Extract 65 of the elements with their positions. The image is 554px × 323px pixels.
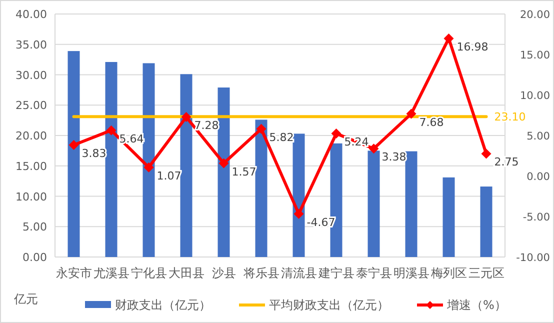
x-tick-label: 宁化县 bbox=[130, 266, 167, 280]
y-tick-label: 0.00 bbox=[22, 251, 47, 264]
bar bbox=[105, 62, 118, 257]
bar bbox=[442, 177, 455, 257]
point bbox=[294, 208, 304, 219]
bar bbox=[480, 186, 492, 257]
y-tick-label: 30.00 bbox=[16, 68, 47, 82]
y-tick-label: 25.00 bbox=[16, 99, 47, 112]
bar bbox=[292, 134, 305, 257]
point bbox=[256, 124, 266, 134]
x-tick-label: 大田县 bbox=[168, 266, 204, 280]
x-tick-label: 明溪县 bbox=[393, 266, 430, 280]
x-tick-label: 永安市 bbox=[56, 266, 92, 280]
point bbox=[406, 108, 416, 119]
bar bbox=[142, 63, 155, 257]
point bbox=[218, 158, 229, 168]
point bbox=[444, 33, 454, 44]
y-tick-label: 35.00 bbox=[16, 38, 47, 52]
bar bbox=[405, 151, 418, 257]
y2-tick-label: -10.00 bbox=[516, 252, 550, 264]
point bbox=[481, 148, 492, 159]
y-tick-label: 20.00 bbox=[16, 130, 47, 142]
bar bbox=[368, 150, 380, 257]
data-label: 7.28 bbox=[194, 119, 219, 132]
data-label: 3.38 bbox=[382, 150, 406, 164]
y2-tick-label: 0.00 bbox=[526, 171, 550, 183]
y-tick-label: 40.00 bbox=[16, 8, 47, 21]
legend-label: 增速（%） bbox=[446, 298, 506, 312]
point bbox=[181, 112, 192, 122]
x-tick-label: 三元区 bbox=[468, 266, 504, 280]
data-label: 2.75 bbox=[494, 156, 519, 169]
x-tick-label: 建宁县 bbox=[317, 266, 354, 280]
legend-label: 平均财政支出（亿元） bbox=[269, 298, 389, 312]
x-tick-label: 尤溪县 bbox=[93, 266, 130, 280]
bar bbox=[255, 120, 268, 257]
point bbox=[331, 128, 342, 139]
data-label: 3.83 bbox=[82, 146, 106, 160]
y-tick-label: 10.00 bbox=[16, 190, 47, 204]
data-label: 7.68 bbox=[419, 116, 444, 129]
data-label: 5.82 bbox=[269, 130, 294, 144]
bar bbox=[218, 88, 230, 257]
y2-tick-label: -5.00 bbox=[522, 212, 550, 224]
point bbox=[368, 144, 379, 154]
x-tick-label: 清流县 bbox=[280, 266, 317, 280]
data-label: 1.57 bbox=[232, 165, 256, 178]
x-tick-label: 梅列区 bbox=[430, 266, 467, 280]
x-tick-label: 将乐县 bbox=[242, 266, 280, 280]
x-tick-label: 泰宁县 bbox=[356, 266, 392, 280]
bar bbox=[68, 51, 80, 257]
y2-tick-label: 20.00 bbox=[520, 9, 550, 21]
x-tick-label: 沙县 bbox=[212, 266, 236, 280]
y2-tick-label: 5.00 bbox=[526, 130, 550, 142]
legend-label: 财政支出（亿元） bbox=[115, 298, 211, 312]
y-tick-label: 5.00 bbox=[22, 220, 47, 234]
y-tick-label: 15.00 bbox=[16, 160, 47, 173]
y2-tick-label: 15.00 bbox=[520, 50, 550, 62]
point bbox=[68, 140, 79, 150]
text: 亿元 bbox=[13, 292, 38, 306]
bar bbox=[180, 74, 192, 257]
data-label: 16.98 bbox=[456, 40, 488, 54]
point bbox=[106, 125, 116, 136]
point bbox=[144, 162, 154, 172]
y2-tick-label: 10.00 bbox=[520, 90, 550, 102]
data-label: 23.10 bbox=[494, 110, 526, 124]
data-label: 1.07 bbox=[156, 169, 182, 182]
